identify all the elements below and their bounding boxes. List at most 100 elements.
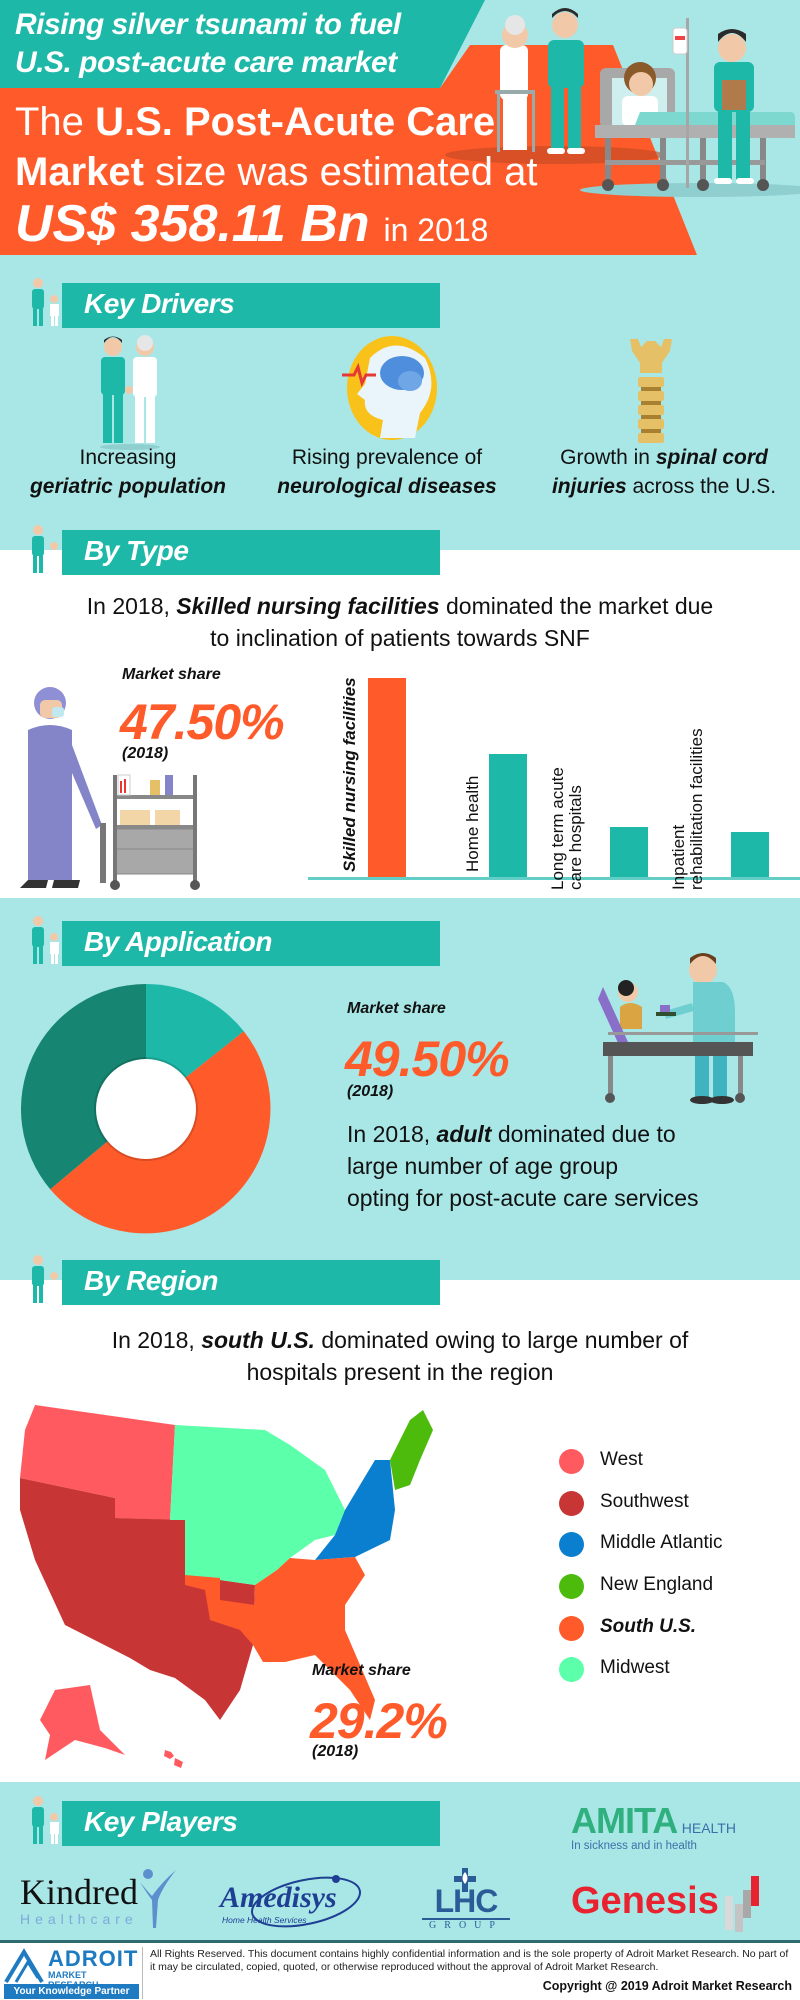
kindred-subtext: Healthcare: [20, 1911, 138, 1927]
market-share-value: 29.2%: [310, 1693, 448, 1749]
bar-label-irf: Inpatient rehabilitation facilities: [669, 728, 706, 890]
legend-dot-midwest: [559, 1657, 584, 1682]
key-drivers-title-bar: Key Drivers: [62, 283, 440, 328]
footer-legal-text: All Rights Reserved. This document conta…: [150, 1948, 789, 1973]
title-prefix: The: [15, 100, 84, 144]
lhc-subtext: GROUP: [422, 1918, 510, 1931]
logo-lhc-group: LHC GROUP: [422, 1868, 510, 1931]
by-type-title-bar: By Type: [62, 530, 440, 575]
adroit-a-mark-icon: [4, 1948, 44, 1984]
amita-wordmark: AMITA: [571, 1800, 678, 1841]
headline-line-2: to inclination of patients towards SNF: [210, 625, 590, 651]
title-market-word: Market: [15, 150, 144, 194]
bar-skilled-nursing: [368, 678, 406, 878]
by-application-description: In 2018, adult dominated due to large nu…: [347, 1118, 699, 1214]
footer-divider: [142, 1947, 143, 1999]
key-players-title-bar: Key Players: [62, 1801, 440, 1846]
region-midwest: [170, 1425, 345, 1585]
desc-line-2: large number of age group: [347, 1153, 619, 1179]
legend-label-new-england: New England: [600, 1574, 714, 1595]
key-drivers-title: Key Drivers: [84, 288, 235, 319]
title-market-name: U.S. Post-Acute Care: [95, 100, 496, 144]
driver-line-2-bold: injuries: [551, 475, 627, 498]
title-estimate-text: size was estimated at: [155, 150, 538, 194]
amedisys-swoosh-icon: [251, 1875, 361, 1928]
footer-copyright: Copyright @ 2019 Adroit Market Research: [542, 1979, 792, 1993]
nurse-child-icon: [32, 1796, 59, 1844]
region-south: [185, 1557, 375, 1720]
legend-label-south: South U.S.: [600, 1616, 697, 1637]
headline-prefix: In 2018,: [86, 593, 170, 619]
header-tagline: Rising silver tsunami to fuel U.S. post-…: [15, 6, 401, 82]
region-hawaii: [164, 1750, 183, 1768]
adroit-tagline: Your Knowledge Partner: [4, 1984, 139, 1999]
logo-amedisys: Amedisys Home Health Services: [218, 1875, 363, 1933]
nurse-child-icon: [32, 916, 59, 964]
header-title-line-2: Market size was estimated at: [15, 150, 537, 195]
market-size-year: in 2018: [383, 212, 489, 248]
kindred-figure-icon: [140, 1869, 176, 1928]
headline-line-2: hospitals present in the region: [246, 1359, 554, 1385]
donut-segment-c: [21, 984, 146, 1190]
header-value-line: US$ 358.11 Bn in 2018: [15, 194, 488, 254]
region-middle-atlantic: [315, 1460, 395, 1560]
region-alaska: [40, 1685, 125, 1760]
brain-head-icon: [342, 336, 437, 440]
market-share-year: (2018): [122, 745, 169, 762]
legend-label-southwest: Southwest: [600, 1491, 689, 1512]
legend-dot-middle-atlantic: [559, 1532, 584, 1557]
lhc-fleur-de-lis-icon: [454, 1868, 476, 1892]
nurse-feeding-patient-icon: [598, 953, 758, 1104]
key-drivers-section: Key Drivers Increasing geriatric populat…: [0, 255, 800, 550]
nurse-child-icon: [32, 1255, 59, 1303]
headline-prefix: In 2018,: [111, 1327, 195, 1353]
by-type-headline: In 2018, Skilled nursing facilities domi…: [0, 590, 800, 654]
tagline-line-2: U.S. post-acute care market: [15, 46, 397, 79]
logo-amita-health: AMITA HEALTH In sickness and in health: [571, 1800, 736, 1852]
bar-ltach: [610, 827, 648, 878]
by-application-title: By Application: [84, 926, 272, 957]
market-share-year: (2018): [312, 1743, 359, 1760]
driver-geriatric: Increasing geriatric population: [3, 443, 253, 501]
by-region-headline: In 2018, south U.S. dominated owing to l…: [0, 1324, 800, 1388]
legend-label-middle-atlantic: Middle Atlantic: [600, 1532, 723, 1553]
amita-health-text: HEALTH: [681, 1820, 736, 1836]
adroit-logo: ADROIT MARKET RESEARCH Your Knowledge Pa…: [4, 1946, 139, 2000]
amita-tagline: In sickness and in health: [571, 1840, 697, 1852]
key-players-title: Key Players: [84, 1806, 238, 1837]
by-region-title-bar: By Region: [62, 1260, 440, 1305]
nurse-child-icon: [32, 278, 59, 326]
legend-dot-southwest: [559, 1491, 584, 1516]
driver-neurological: Rising prevalence of neurological diseas…: [262, 443, 512, 501]
bar-irf: [731, 832, 769, 878]
amedisys-wordmark: Amedisys: [220, 1881, 337, 1914]
driver-line-2: across the U.S.: [632, 475, 777, 498]
header-background: [0, 0, 800, 255]
genesis-bars-icon: [725, 1876, 759, 1932]
driver-line-1-bold: spinal cord: [655, 446, 768, 469]
region-southwest: [20, 1478, 255, 1720]
nurse-with-cart-icon: [20, 687, 200, 890]
driver-line-1: Increasing: [79, 446, 177, 469]
market-share-value: 47.50%: [120, 694, 285, 750]
by-region-title: By Region: [84, 1265, 218, 1296]
headline-suffix: dominated owing to large number of: [321, 1327, 689, 1353]
desc-prefix: In 2018,: [347, 1121, 431, 1147]
market-share-label: Market share: [312, 1662, 411, 1679]
region-new-england: [390, 1410, 433, 1490]
bar-label-ltach: Long term acute care hospitals: [548, 767, 585, 890]
bar-label-home-health: Home health: [463, 775, 482, 872]
footer: ADROIT MARKET RESEARCH Your Knowledge Pa…: [0, 1940, 800, 2000]
genesis-wordmark: Genesis: [571, 1880, 719, 1922]
bar-label-skilled-nursing: Skilled nursing facilities: [340, 677, 359, 872]
headline-suffix: dominated the market due: [446, 593, 714, 619]
spine-icon: [630, 339, 672, 443]
market-share-value: 49.50%: [345, 1031, 510, 1087]
headline-highlight: Skilled nursing facilities: [176, 593, 440, 619]
driver-line-1: Growth in: [560, 446, 650, 469]
desc-suffix: dominated due to: [497, 1121, 676, 1147]
nurse-with-elderly-icon: [100, 335, 160, 450]
legend-dot-south: [559, 1616, 584, 1641]
market-share-year: (2018): [347, 1083, 394, 1100]
driver-spinal-cord: Growth in spinal cord injuries across th…: [539, 443, 789, 501]
